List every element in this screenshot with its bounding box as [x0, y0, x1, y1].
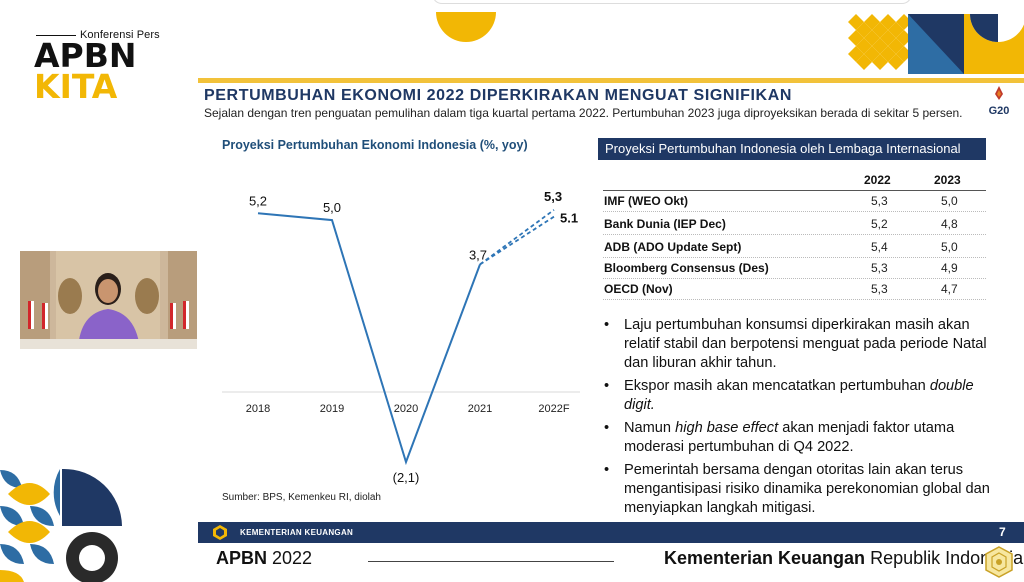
- table-row: IMF (WEO Okt) 5,3 5,0: [603, 192, 986, 212]
- logo-apbn-text: APBN: [34, 36, 137, 75]
- bullet-text: Namun: [624, 420, 676, 436]
- semicircle-decoration: [436, 12, 496, 42]
- bullet-text: Ekspor masih akan mencatatkan pertumbuha…: [624, 378, 930, 394]
- table-column-headers: 2022 2023: [603, 173, 986, 191]
- value-2022: 5,3: [871, 282, 888, 296]
- logo-divider: [36, 35, 76, 36]
- row-label: OECD (Nov): [604, 282, 673, 296]
- value-2023: 4,8: [941, 217, 958, 231]
- g20-logo-icon: G20: [989, 86, 1010, 117]
- row-label: IMF (WEO Okt): [604, 194, 688, 208]
- kemenkeu-emblem-icon: [213, 525, 227, 540]
- data-label: 5,0: [323, 200, 341, 215]
- data-label: 5,3: [544, 189, 562, 204]
- value-2022: 5,4: [871, 240, 888, 254]
- data-label: (2,1): [393, 470, 420, 485]
- bullet-text: Pemerintah bersama dengan otoritas lain …: [624, 462, 990, 516]
- row-label: Bank Dunia (IEP Dec): [604, 217, 726, 231]
- footer-apbn-year: APBN 2022: [216, 548, 313, 568]
- table-row: OECD (Nov) 5,3 4,7: [603, 280, 986, 300]
- corner-block-decoration: [908, 14, 1024, 74]
- top-handle-decoration: [432, 0, 912, 4]
- speaker-video-feed[interactable]: [20, 251, 197, 349]
- slide-page-number: 7: [999, 525, 1006, 539]
- footer-ministry-name: Kementerian Keuangan Republik Indonesia: [664, 548, 1024, 568]
- x-tick-label: 2018: [246, 403, 270, 415]
- column-2023: 2023: [934, 173, 961, 187]
- logo-subtitle: Konferensi Pers: [80, 29, 160, 41]
- bullet-dot: •: [604, 462, 610, 478]
- x-tick-label: 2019: [320, 403, 344, 415]
- x-tick-label: 2020: [394, 403, 418, 415]
- series-line-0: [257, 212, 481, 466]
- table-row: Bank Dunia (IEP Dec) 5,2 4,8: [603, 215, 986, 235]
- bullet-emphasis: double digit.: [624, 378, 974, 413]
- table-row: ADB (ADO Update Sept) 5,4 5,0: [603, 238, 986, 258]
- bullet-item: • Namun high base effect akan menjadi fa…: [604, 419, 1000, 457]
- slide-title: PERTUMBUHAN EKONOMI 2022 DIPERKIRAKAN ME…: [204, 87, 793, 104]
- x-tick-label: 2021: [468, 403, 492, 415]
- bullet-item: • Ekspor masih akan mencatatkan pertumbu…: [604, 377, 1000, 415]
- series-line-2: [479, 215, 555, 266]
- bullet-dot: •: [604, 420, 610, 436]
- value-2023: 5,0: [941, 240, 958, 254]
- value-2022: 5,3: [871, 194, 888, 208]
- bullet-text: Laju pertumbuhan konsumsi diperkirakan m…: [624, 317, 987, 371]
- bullet-text: akan menjadi faktor utama moderasi pertu…: [624, 420, 955, 455]
- value-2022: 5,2: [871, 217, 888, 231]
- bullet-dot: •: [604, 378, 610, 394]
- x-tick-label: 2022F: [538, 403, 569, 415]
- slide-subtitle: Sejalan dengan tren penguatan pemulihan …: [204, 106, 963, 120]
- bullet-item: • Laju pertumbuhan konsumsi diperkirakan…: [604, 316, 1000, 373]
- ministry-emblem-icon: [985, 546, 1013, 578]
- chart-source: Sumber: BPS, Kemenkeu RI, diolah: [222, 492, 381, 503]
- slide-footer-bar: [198, 522, 1024, 543]
- column-2022: 2022: [864, 173, 891, 187]
- bullet-item: • Pemerintah bersama dengan otoritas lai…: [604, 461, 1000, 518]
- series-line-1: [479, 209, 555, 266]
- bullet-emphasis: high base effect: [675, 420, 779, 436]
- row-label: ADB (ADO Update Sept): [604, 240, 742, 254]
- data-label: 5.1: [560, 211, 578, 226]
- slide-footer-org: KEMENTERIAN KEUANGAN: [240, 528, 354, 537]
- value-2022: 5,3: [871, 261, 888, 275]
- data-label: 5,2: [249, 193, 267, 208]
- bullet-dot: •: [604, 317, 610, 333]
- diamond-pattern-decoration: [848, 14, 908, 70]
- row-label: Bloomberg Consensus (Des): [604, 261, 769, 275]
- g20-label: G20: [989, 105, 1010, 117]
- table-header: Proyeksi Pertumbuhan Indonesia oleh Lemb…: [598, 138, 986, 160]
- footer-divider: [368, 561, 614, 562]
- growth-line-chart: 5,2 5,0 (2,1) 3,7 5,3 5.1 2018 2019 2020 2021 202…: [222, 189, 580, 485]
- value-2023: 4,9: [941, 261, 958, 275]
- data-label: 3,7: [469, 247, 487, 262]
- table-row: Bloomberg Consensus (Des) 5,3 4,9: [603, 259, 986, 279]
- value-2023: 5,0: [941, 194, 958, 208]
- value-2023: 4,7: [941, 282, 958, 296]
- slide-top-accent: [198, 78, 1024, 83]
- bottom-left-pattern-decoration: [0, 466, 125, 582]
- bullet-list: • Laju pertumbuhan konsumsi diperkirakan…: [604, 316, 1000, 522]
- chart-title: Proyeksi Pertumbuhan Ekonomi Indonesia (…: [222, 138, 528, 152]
- logo-kita-text: KITA: [34, 67, 118, 106]
